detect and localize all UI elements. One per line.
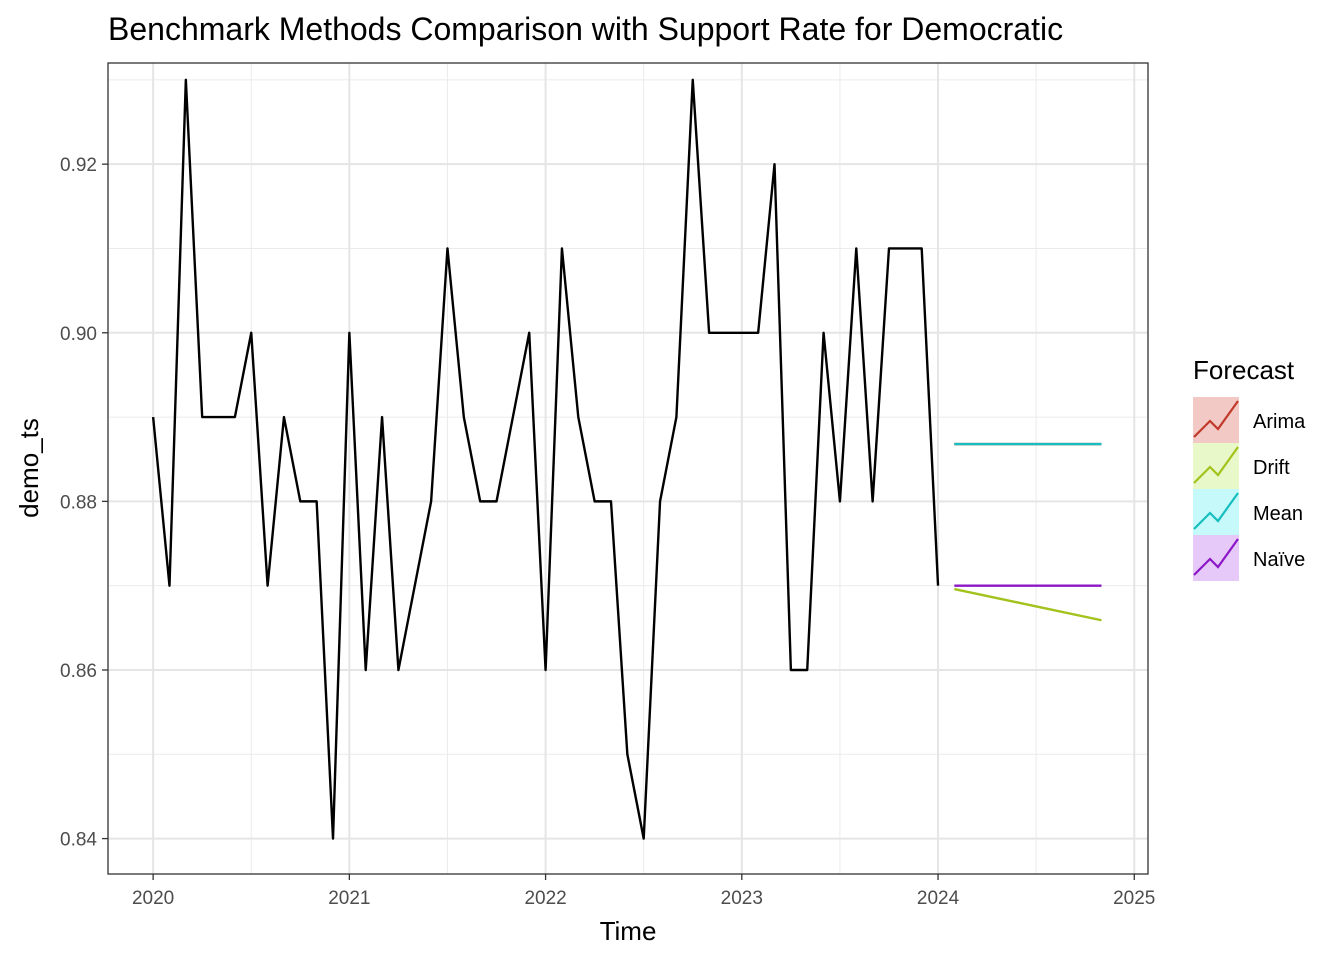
x-tick-label: 2022 xyxy=(524,888,566,909)
actual-series-line xyxy=(151,78,940,840)
legend-swatch-mean xyxy=(1193,492,1239,530)
y-tick-label: 0.84 xyxy=(60,830,97,851)
legend-key-mean xyxy=(1193,489,1239,535)
legend: Forecast Arima Drift Mean Naïve xyxy=(1193,355,1306,581)
series-layer xyxy=(151,78,1102,840)
x-tick-label: 2024 xyxy=(917,888,960,909)
x-tick-label: 2025 xyxy=(1113,888,1155,909)
x-tick-label: 2020 xyxy=(132,888,174,909)
forecast-line-drift xyxy=(954,587,1102,622)
legend-label-drift: Drift xyxy=(1253,457,1290,479)
x-tick-label: 2021 xyxy=(328,888,370,909)
legend-swatch-drift xyxy=(1193,446,1239,484)
legend-label-mean: Mean xyxy=(1253,503,1303,525)
legend-swatch-nave xyxy=(1193,538,1239,576)
x-axis: 2020 2021 2022 2023 2024 2025 xyxy=(132,874,1155,909)
y-tick-label: 0.90 xyxy=(60,324,97,345)
y-tick-label: 0.92 xyxy=(60,155,97,176)
legend-title: Forecast xyxy=(1193,355,1295,385)
legend-label-nave: Naïve xyxy=(1253,549,1305,571)
plot-border xyxy=(107,62,1149,875)
x-tick-label: 2023 xyxy=(721,888,763,909)
legend-key-drift xyxy=(1193,443,1239,489)
x-axis-title: Time xyxy=(600,916,657,946)
y-axis-title: demo_ts xyxy=(14,418,44,518)
plot-panel xyxy=(108,63,1148,874)
legend-key-nave xyxy=(1193,535,1239,581)
y-tick-label: 0.86 xyxy=(60,661,97,682)
legend-key-arima xyxy=(1193,397,1239,443)
legend-swatch-arima xyxy=(1193,400,1239,438)
major-gridlines xyxy=(108,63,1148,874)
legend-label-arima: Arima xyxy=(1253,411,1306,433)
chart-title: Benchmark Methods Comparison with Suppor… xyxy=(108,11,1063,47)
y-tick-label: 0.88 xyxy=(60,492,97,513)
y-axis: 0.84 0.86 0.88 0.90 0.92 xyxy=(60,155,108,851)
